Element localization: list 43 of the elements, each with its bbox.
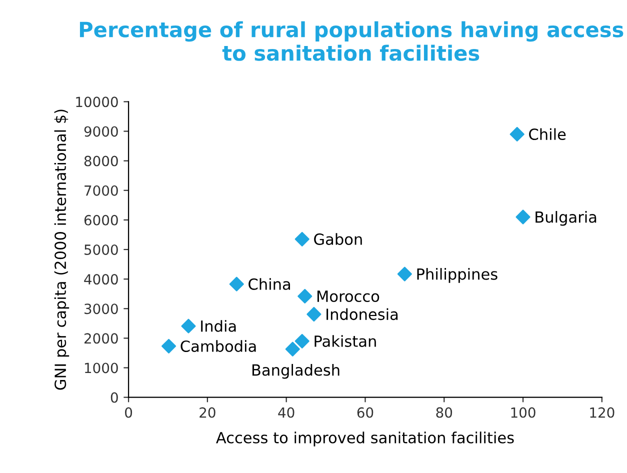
annotation: India (201, 320, 236, 332)
y-tick-label: 1000 (84, 362, 118, 374)
point (306, 306, 322, 322)
point (294, 334, 310, 348)
y-tick-label: 5000 (84, 244, 118, 255)
point (294, 232, 310, 246)
x-axis-title: Access to improved sanitation facilities (216, 432, 514, 446)
annotation: Philippines (417, 268, 498, 283)
point (181, 318, 196, 334)
annotation: Indonesia (326, 308, 398, 320)
chart-title: Percentage of rural populations having access to sanitation facilities (80, 21, 624, 61)
y-tick-label: 2000 (84, 333, 118, 344)
x-tick-label: 100 (511, 407, 536, 418)
annotation: Bulgaria (536, 210, 596, 226)
x-tick-label: 60 (357, 407, 374, 418)
y-tick-label: 10000 (76, 96, 118, 108)
x-tick-label: 40 (278, 407, 294, 418)
x-tick-label: 120 (590, 407, 614, 418)
x-tick-label: 80 (436, 407, 452, 418)
y-tick-label: 6000 (84, 214, 118, 226)
annotation: China (248, 278, 290, 290)
x-tick-label: 0 (125, 407, 132, 418)
annotation: Cambodia (180, 340, 256, 352)
point (397, 266, 412, 282)
y-tick-label: 4000 (84, 274, 118, 285)
point (285, 342, 300, 356)
point (510, 126, 524, 142)
annotation: Gabon (314, 233, 362, 245)
point (516, 210, 530, 224)
point (298, 288, 312, 304)
y-tick-label: 0 (110, 392, 118, 403)
y-tick-label: 3000 (84, 304, 118, 314)
x-tick-label: 20 (200, 407, 216, 418)
y-tick-label: 8000 (84, 156, 118, 166)
annotation: Morocco (317, 290, 380, 302)
y-axis-title: GNI per capita (2000 international $) (54, 110, 70, 390)
annotation: Bangladesh (252, 364, 340, 379)
point (161, 338, 176, 354)
y-tick-label: 9000 (84, 126, 118, 137)
y-tick-label: 7000 (84, 185, 118, 196)
annotation: Chile (529, 128, 566, 140)
point (229, 276, 244, 292)
annotation: Pakistan (314, 335, 376, 347)
